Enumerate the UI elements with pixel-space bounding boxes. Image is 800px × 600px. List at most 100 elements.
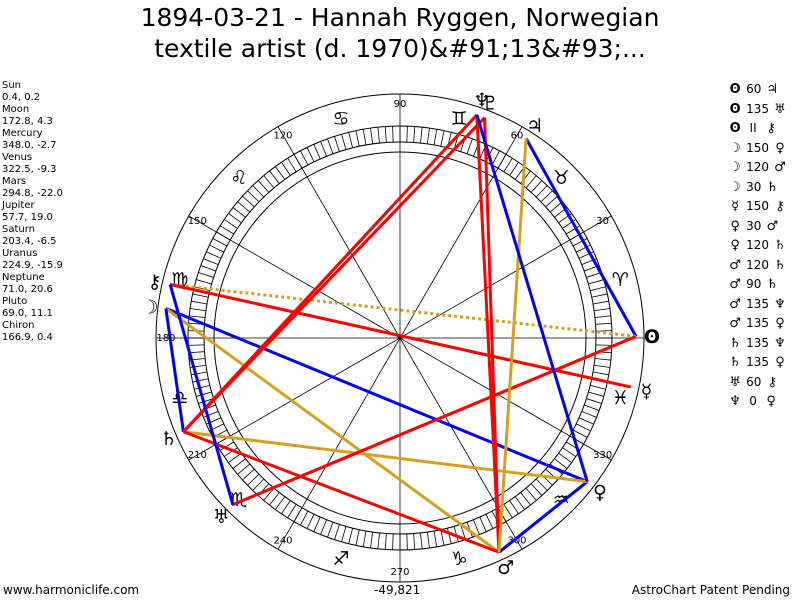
degree-tick [590,286,606,291]
degree-tick [406,533,408,550]
degree-tick [228,452,242,463]
degree-tick [242,195,255,208]
degree-tick [594,364,610,368]
degree-tick [275,166,286,180]
aspect-line [183,430,588,484]
website-link[interactable]: www.harmoniclife.com [3,583,140,597]
planet-coords: 348.0, -2.7 [2,140,57,151]
degree-tick [192,378,209,383]
degree-label: 240 [273,536,292,547]
degree-tick [586,272,602,278]
degree-tick [413,533,416,550]
degree-tick [575,244,591,253]
coordinate-readout: -49,821 [374,583,421,597]
degree-tick [590,385,606,390]
planet-name: Neptune [2,272,45,283]
degree-tick [232,458,246,469]
aspect-angle: 30 [746,179,762,194]
aspect-line [182,116,486,433]
sagittarius-icon: ♐ [332,548,349,570]
planet-name: Mars [2,176,27,187]
aspect-row: ʘ 135 ♅ [727,100,788,120]
aspect-line [169,283,637,338]
aspect-line [497,138,528,553]
aspect-line [168,284,235,505]
neptune-icon: ♆ [774,335,786,351]
venus-icon: ♀ [730,238,740,253]
aspect-angle: 120 [746,160,769,174]
mars-icon: ♂ [729,277,741,292]
degree-tick [413,126,416,143]
sun-icon: ʘ [729,101,741,117]
degree-tick [300,510,309,526]
degree-tick [269,170,280,184]
degree-tick [232,207,246,218]
degree-tick [300,150,309,166]
degree-tick [545,195,558,208]
degree-tick [562,447,576,457]
aspect-row: ♄ 135 ♆ [727,334,788,354]
degree-tick [433,530,438,547]
jupiter-icon: ♃ [526,115,543,137]
aspect-line [483,117,501,553]
degree-tick [530,483,543,496]
saturn-icon: ♄ [766,277,779,292]
degree-tick [320,141,327,157]
degree-label: 210 [188,450,207,461]
aspect-row: ʘ II ⚷ [727,119,788,139]
degree-tick [275,496,286,510]
degree-tick [540,190,553,203]
planet-name: Pluto [2,296,28,307]
degree-label: 180 [156,333,175,344]
degree-tick [426,532,430,548]
degree-tick [525,175,537,189]
degree-tick [212,238,228,247]
aspect-row: ♀ 120 ♄ [727,236,788,256]
venus-icon: ♀ [775,140,785,156]
degree-tick [566,225,580,235]
aspect-angle: II [749,121,757,135]
chiron-icon: ⚷ [148,271,162,293]
degree-tick [194,286,210,291]
planet-coords: 0.4, 0.2 [2,92,41,103]
venus-icon: ♀ [766,394,776,409]
degree-tick [306,513,315,529]
degree-tick [203,411,219,418]
aspect-row: ♂ 90 ♄ [727,275,788,295]
degree-tick [440,130,445,147]
pisces-icon: ♓ [612,387,629,409]
degree-label: 330 [593,450,612,461]
mercury-icon: ☿ [731,199,740,214]
degree-tick [392,533,394,550]
uranus-icon: ♅ [213,506,230,528]
degree-tick [263,487,275,501]
degree-tick [406,126,408,143]
planet-name: Sun [2,80,22,91]
aspect-angle: 135 [746,335,769,350]
degree-tick [206,251,222,259]
degree-tick [377,127,380,144]
aspect-angle: 60 [746,82,762,96]
venus-icon: ♀ [775,316,785,331]
degree-tick [453,526,459,542]
degree-tick [348,132,353,148]
degree-tick [196,279,212,285]
degree-tick [460,524,466,540]
chiron-icon: ⚷ [766,121,776,136]
degree-tick [269,492,280,506]
degree-tick [420,532,423,549]
planet-name: Mercury [2,128,43,139]
aspect-angle: 135 [746,101,769,116]
planet-coords: 322.5, -9.3 [2,164,57,175]
degree-tick [392,126,394,143]
degree-tick [247,190,260,203]
degree-tick [203,258,219,265]
aspect-angle: 150 [746,140,769,155]
planet-name: Saturn [2,224,36,235]
saturn-icon: ♄ [766,179,779,195]
aspect-angle: 120 [746,257,769,272]
mars-icon: ♂ [729,257,741,273]
aspect-row: ♀ 30 ♂ [727,217,788,237]
degree-tick [595,322,612,325]
degree-tick [257,180,270,193]
